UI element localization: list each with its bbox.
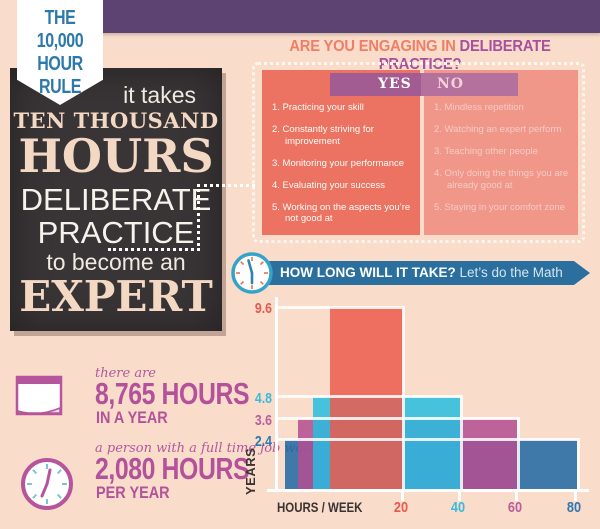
clock-icon <box>231 252 273 294</box>
fact2-unit: PER YEAR <box>96 483 170 502</box>
chart-x-tick-60 <box>515 492 518 501</box>
title-ribbon: THE 10,000 HOUR RULE states: <box>17 0 103 105</box>
chalk-line-it-takes: it takes <box>123 82 196 108</box>
yes-item-2: 2. Constantly striving for improvement <box>272 124 374 147</box>
chalk-line-ten-thousand: TEN THOUSAND <box>13 108 219 133</box>
chart-x-axis-title: HOURS / WEEK <box>277 499 363 515</box>
chart-y-label-3-6: 3.6 <box>254 412 272 429</box>
chalkboard-panel: it takes TEN THOUSAND HOURS DELIBERATE P… <box>10 68 222 331</box>
no-item-4: 4. Only doing the things you are already… <box>434 168 569 191</box>
practice-heading: ARE YOU ENGAGING IN DELIBERATE PRACTICE? <box>259 38 582 74</box>
no-item-1: 1. Mindless repetition <box>434 102 524 113</box>
yes-item-3: 3. Monitoring your performance <box>272 157 405 169</box>
clock-icon-fulltime <box>21 458 73 510</box>
chart-y-label-9-6: 9.6 <box>254 300 272 317</box>
yes-item-4: 4. Evaluating your success <box>272 179 386 191</box>
practice-table-dotted-border <box>252 62 585 243</box>
chart-step-outline-9-6 <box>277 306 405 491</box>
fact1-intro: there are <box>95 366 156 381</box>
no-item-5: 5. Staying in your comfort zone <box>434 201 565 213</box>
chart-step-outline-3-6 <box>277 417 520 491</box>
yes-item-5: 5. Working on the aspects you’re not goo… <box>272 201 411 225</box>
chart-x-label-20: 20 <box>393 499 409 516</box>
chart-x-label-40: 40 <box>450 499 466 516</box>
dotted-connector-top <box>197 184 255 187</box>
notepad-icon <box>15 375 63 416</box>
ribbon-title-line1: THE 10,000 <box>36 7 84 52</box>
dotted-connector-side <box>197 184 200 251</box>
chart-x-label-60: 60 <box>507 499 523 516</box>
fact2-intro: a person with a full time job works <box>95 441 325 456</box>
chart-bar-20hours <box>330 307 403 490</box>
no-header-label: NO <box>437 76 464 92</box>
no-item-2: 2. Watching an expert perform <box>434 124 562 135</box>
dotted-connector-bottom <box>108 248 200 251</box>
chart-x-tick-40 <box>458 492 461 501</box>
top-purple-bar <box>101 0 600 33</box>
practice-heading-part1: ARE YOU ENGAGING IN <box>289 38 456 55</box>
math-banner-question: HOW LONG WILL IT TAKE? <box>280 265 456 280</box>
no-item-3: 3. Teaching other people <box>434 146 538 157</box>
math-banner: HOW LONG WILL IT TAKE? Let’s do the Math <box>268 261 590 285</box>
chalk-line-deliberate: DELIBERATE <box>20 182 212 217</box>
fact2-value: 2,080 HOURS <box>95 451 250 486</box>
practice-yes-column: 1. Practicing your skill 2. Constantly s… <box>262 70 420 235</box>
yes-no-header-band <box>330 73 518 96</box>
chalk-line-practice: PRACTICE <box>37 215 195 250</box>
ribbon-subtitle: states: <box>17 102 103 105</box>
chart-y-axis <box>275 297 278 491</box>
yes-item-1: 1. Practicing your skill <box>272 102 364 113</box>
chart-step-outline-4-8 <box>277 395 463 491</box>
fact1-unit: IN A YEAR <box>96 408 168 427</box>
yes-header-label: YES <box>378 76 412 92</box>
chalk-line-hours: HOURS <box>18 129 214 183</box>
math-banner-tagline: Let’s do the Math <box>459 265 563 280</box>
chart-x-axis <box>267 489 589 492</box>
chart-x-tick-20 <box>401 492 404 501</box>
chart-x-label-80: 80 <box>566 499 582 516</box>
chart-step-outline-2-4 <box>277 438 580 491</box>
chart-y-label-4-8: 4.8 <box>254 390 272 407</box>
fact1-value: 8,765 HOURS <box>95 376 250 411</box>
practice-no-column: 1. Mindless repetition 2. Watching an ex… <box>424 70 578 235</box>
ribbon-title-line2: HOUR RULE <box>37 53 83 98</box>
chalk-line-expert: EXPERT <box>19 272 213 321</box>
chalk-line-to-become-an: to become an <box>46 249 186 275</box>
chart-y-axis-title: YEARS <box>243 447 258 495</box>
chart-y-label-2-4: 2.4 <box>254 433 272 450</box>
chart-x-tick-80 <box>574 492 577 501</box>
